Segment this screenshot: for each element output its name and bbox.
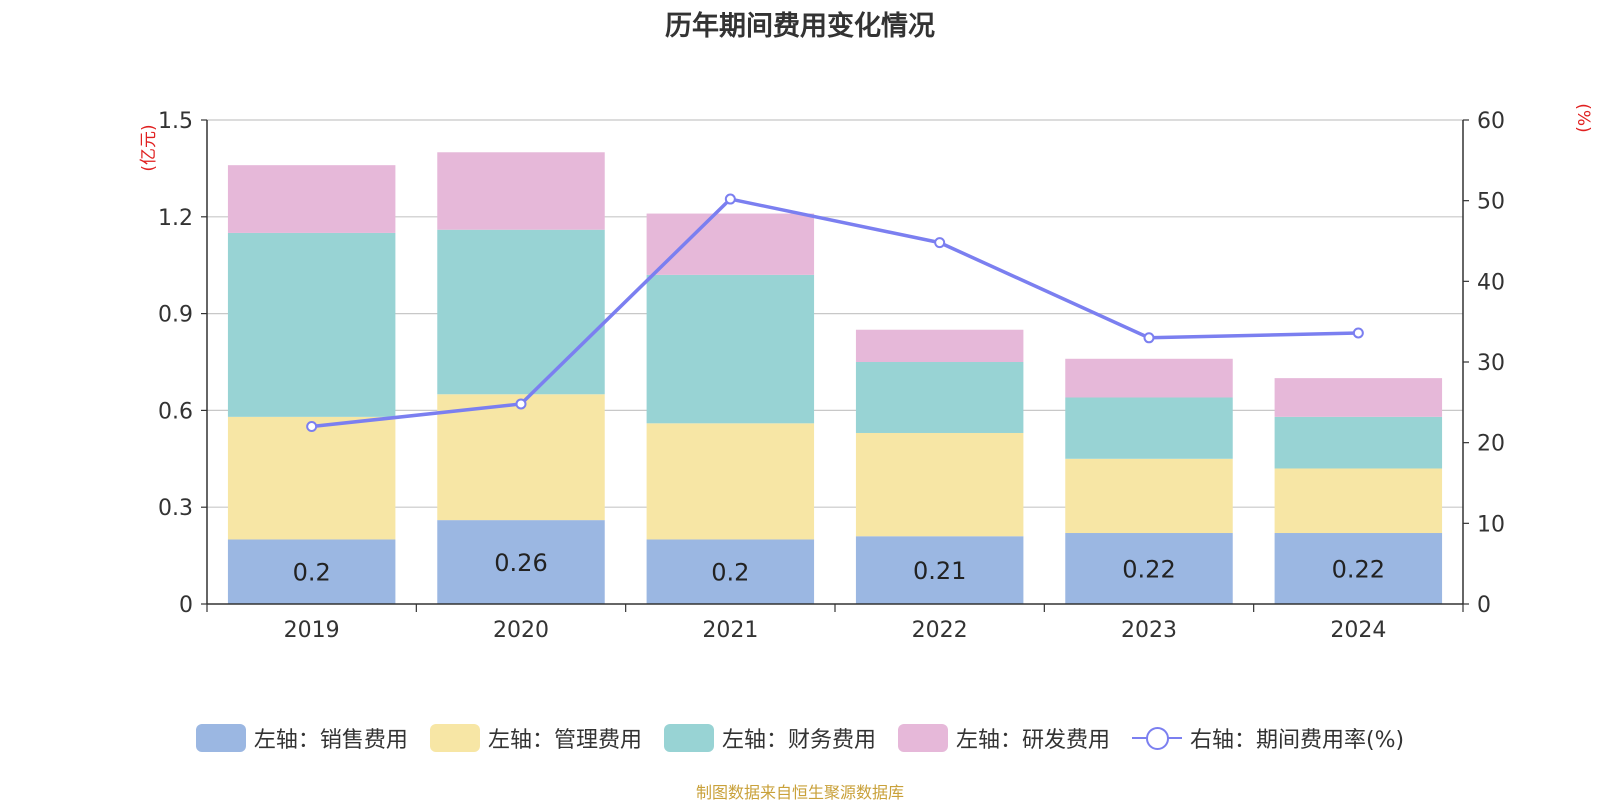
legend-item-expense-ratio[interactable]: 右轴：期间费用率(%) — [1131, 722, 1405, 754]
bar-segment-3-2022 — [855, 329, 1024, 362]
bar-data-label: 0.2 — [293, 559, 331, 587]
left-axis-unit: (亿元) — [139, 124, 159, 171]
bar-segment-1-2022 — [855, 432, 1024, 537]
x-tick-label: 2020 — [493, 618, 549, 643]
left-tick-label: 1.5 — [158, 109, 193, 134]
chart-title: 历年期间费用变化情况 — [665, 11, 935, 42]
expense-ratio-point — [515, 398, 527, 410]
legend-item-rnd[interactable]: 左轴：研发费用 — [897, 722, 1110, 754]
right-tick-label: 0 — [1477, 593, 1491, 618]
expense-ratio-point — [1352, 327, 1364, 339]
bar-data-label: 0.22 — [1122, 556, 1175, 584]
bar-data-label: 0.26 — [494, 549, 547, 577]
legend-item-admin[interactable]: 左轴：管理费用 — [429, 722, 642, 754]
x-tick-label: 2023 — [1121, 618, 1177, 643]
right-tick-label: 40 — [1477, 270, 1505, 295]
bar-segment-0-2024 — [1274, 533, 1443, 604]
bar-segment-3-2019 — [227, 165, 396, 233]
right-tick-label: 20 — [1477, 432, 1505, 457]
bar-segment-0-2019 — [227, 539, 396, 604]
bar-segment-1-2019 — [227, 416, 396, 540]
chart-legend: 左轴：销售费用 左轴：管理费用 左轴：财务费用 左轴：研发费用 右轴：期间费用率… — [0, 722, 1600, 754]
bar-segment-2-2022 — [855, 362, 1024, 433]
legend-label-expense-ratio: 右轴：期间费用率(%) — [1189, 728, 1405, 753]
expense-ratio-point — [934, 237, 946, 249]
legend-item-finance[interactable]: 左轴：财务费用 — [663, 722, 876, 754]
right-tick-label: 30 — [1477, 351, 1505, 376]
expense-ratio-line — [311, 197, 1359, 429]
right-tick-label: 50 — [1477, 190, 1505, 215]
left-tick-label: 1.2 — [158, 206, 193, 231]
right-tick-label: 60 — [1477, 109, 1505, 134]
legend-item-sales[interactable]: 左轴：销售费用 — [195, 722, 408, 754]
bar-segment-0-2022 — [855, 536, 1024, 604]
x-tick-label: 2022 — [912, 618, 968, 643]
expense-ratio-point — [724, 193, 736, 205]
bar-segment-3-2023 — [1065, 358, 1233, 398]
left-tick-label: 0.3 — [158, 496, 193, 521]
legend-swatch-finance — [663, 724, 714, 752]
bar-data-label: 0.21 — [913, 557, 966, 585]
legend-swatch-rnd — [897, 724, 948, 752]
expense-ratio-point — [306, 421, 318, 433]
bar-segment-3-2024 — [1274, 378, 1443, 417]
bar-segment-2-2021 — [646, 274, 815, 424]
bar-data-label: 0.2 — [711, 559, 749, 587]
left-tick-label: 0.6 — [158, 399, 193, 424]
bar-segment-0-2020 — [437, 520, 605, 604]
x-tick-label: 2024 — [1330, 618, 1386, 643]
bar-segment-0-2023 — [1065, 533, 1233, 604]
bar-segment-2-2019 — [227, 232, 396, 417]
expense-ratio-point — [1143, 332, 1155, 344]
legend-label-finance: 左轴：财务费用 — [721, 728, 876, 753]
legend-label-sales: 左轴：销售费用 — [253, 728, 408, 753]
bar-segment-2-2024 — [1274, 416, 1443, 469]
bar-data-label: 0.22 — [1332, 556, 1385, 584]
x-tick-label: 2019 — [284, 618, 340, 643]
legend-swatch-admin — [429, 724, 480, 752]
left-tick-label: 0.9 — [158, 303, 193, 328]
right-tick-label: 10 — [1477, 512, 1505, 537]
right-axis-unit: (%) — [1573, 103, 1593, 132]
left-tick-label: 0 — [179, 593, 193, 618]
legend-swatch-expense-ratio — [1131, 724, 1182, 752]
bar-segment-2-2020 — [437, 229, 605, 395]
bar-segment-1-2024 — [1274, 468, 1443, 534]
legend-swatch-sales — [195, 724, 246, 752]
bar-segment-1-2021 — [646, 423, 815, 540]
bar-segment-1-2020 — [437, 394, 605, 521]
bar-segment-3-2020 — [437, 152, 605, 230]
legend-label-rnd: 左轴：研发费用 — [955, 728, 1110, 753]
source-note: 制图数据来自恒生聚源数据库 — [695, 783, 904, 802]
bar-segment-2-2023 — [1065, 397, 1233, 459]
legend-label-admin: 左轴：管理费用 — [487, 728, 642, 753]
bar-segment-3-2021 — [646, 213, 815, 275]
bar-segment-0-2021 — [646, 539, 815, 604]
bar-segment-1-2023 — [1065, 458, 1233, 534]
x-tick-label: 2021 — [702, 618, 758, 643]
